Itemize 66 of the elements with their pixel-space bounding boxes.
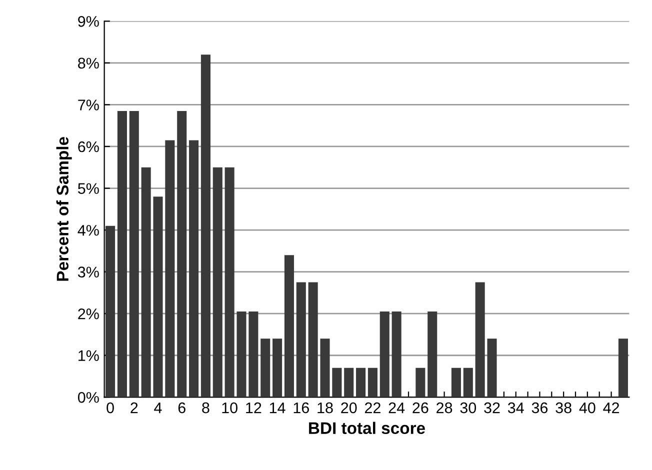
y-tick-label: 6% xyxy=(78,141,99,152)
bar xyxy=(129,110,139,398)
x-tick-label: 12 xyxy=(246,402,262,414)
x-tick-label: 10 xyxy=(222,402,238,414)
bar xyxy=(260,338,270,398)
x-axis-title: BDI total score xyxy=(309,422,425,434)
bar xyxy=(475,282,485,398)
x-tick-label: 32 xyxy=(484,402,500,414)
y-tick-label: 7% xyxy=(78,100,99,110)
x-tick-label: 14 xyxy=(270,402,286,414)
bar xyxy=(356,368,366,398)
bar xyxy=(200,54,210,398)
bar xyxy=(416,368,426,398)
x-tick-label: 4 xyxy=(154,402,162,414)
y-tick-label: 9% xyxy=(78,16,99,27)
x-tick-label: 40 xyxy=(579,402,596,414)
x-tick-label: 34 xyxy=(508,402,524,414)
y-axis-title: Percent of Sample xyxy=(56,137,72,281)
x-tick-label: 42 xyxy=(603,402,620,414)
y-tick-label: 3% xyxy=(78,266,99,278)
y-tick-label: 0% xyxy=(78,392,99,403)
x-tick-label: 24 xyxy=(388,402,405,414)
bar xyxy=(320,338,330,398)
x-tick-label: 18 xyxy=(318,402,333,414)
bar xyxy=(106,226,116,398)
x-tick-label: 20 xyxy=(341,402,357,414)
bar xyxy=(117,110,127,398)
x-tick-label: 28 xyxy=(436,402,452,414)
bar xyxy=(236,312,246,398)
bar xyxy=(451,368,461,398)
x-tick-label: 36 xyxy=(532,402,548,414)
bar xyxy=(308,282,318,398)
x-tick-label: 8 xyxy=(202,402,210,414)
bar xyxy=(177,110,187,398)
bar xyxy=(284,255,294,398)
bar xyxy=(368,368,378,398)
x-tick-label: 6 xyxy=(178,402,186,414)
x-tick-label: 2 xyxy=(130,402,138,414)
bar xyxy=(380,312,390,398)
bar xyxy=(344,368,354,398)
bar xyxy=(272,338,282,398)
x-tick-label: 26 xyxy=(412,402,428,414)
bar xyxy=(332,368,342,398)
bar xyxy=(296,282,306,398)
y-tick-label: 4% xyxy=(78,224,99,236)
x-tick-label: 0 xyxy=(106,402,114,414)
bar xyxy=(189,140,199,398)
x-tick-label: 30 xyxy=(460,402,476,414)
x-tick-label: 16 xyxy=(294,402,309,414)
bar xyxy=(165,140,175,398)
bar xyxy=(463,368,473,398)
y-tick-label: 8% xyxy=(78,58,99,69)
y-tick-label: 1% xyxy=(78,350,99,361)
y-tick-label: 5% xyxy=(78,183,99,194)
bar xyxy=(141,167,151,398)
bar xyxy=(487,338,497,398)
bar xyxy=(248,312,258,398)
bar xyxy=(618,338,628,398)
x-tick-label: 38 xyxy=(556,402,572,414)
y-tick-label: 2% xyxy=(78,308,99,320)
bar xyxy=(224,167,234,398)
bar xyxy=(153,196,163,398)
x-tick-label: 22 xyxy=(364,402,380,414)
bar xyxy=(392,312,402,398)
bar xyxy=(212,167,222,398)
bar xyxy=(428,312,438,398)
